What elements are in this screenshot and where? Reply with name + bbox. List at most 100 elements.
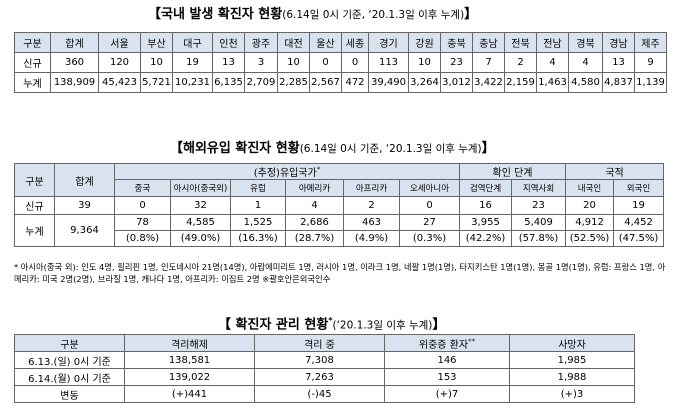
domestic-subtitle: (6.14일 0시 기준, ‘20.1.3일 이후 누계): [282, 9, 465, 21]
management-cell: 138,581: [124, 351, 255, 369]
domestic-header-cell: 부산: [140, 32, 173, 53]
domestic-cell: 2,709: [244, 72, 278, 93]
domestic-cell: 7: [472, 52, 505, 73]
overseas-new-cell: 32: [170, 196, 231, 215]
domestic-title-text: 【국내 발생 확진자 현황: [148, 7, 283, 22]
domestic-cell: 신규: [14, 52, 51, 73]
management-cell: 6.13.(일) 0시 기준: [14, 351, 125, 369]
management-cell: 6.14.(월) 0시 기준: [14, 368, 125, 386]
domestic-cell: 10: [140, 52, 173, 73]
overseas-new-cell: 20: [565, 196, 615, 215]
domestic-cell: 3,012: [440, 72, 473, 93]
overseas-new-cell: 0: [114, 196, 171, 215]
management-row-0614: 6.14.(월) 0시 기준 139,022 7,263 153 1,988: [14, 368, 635, 386]
management-header-cell: 격리해제: [124, 334, 255, 352]
overseas-cum-cell: 27: [398, 214, 461, 231]
domestic-header-cell: 제주: [634, 32, 667, 53]
overseas-header-confirm: 확인 단계: [459, 163, 567, 180]
overseas-header-origin-label: (추정)유입국가: [253, 168, 317, 179]
overseas-new-cell: 19: [613, 196, 665, 215]
management-cell: 7,263: [254, 368, 385, 386]
management-header-row: 구분 격리해제 격리 중 위중증 환자** 사망자: [14, 334, 635, 352]
domestic-title: 【국내 발생 확진자 현황(6.14일 0시 기준, ‘20.1.3일 이후 누…: [148, 7, 477, 23]
domestic-cell: 3,422: [472, 72, 505, 93]
domestic-cell: 19: [172, 52, 213, 73]
overseas-subheader-cell: 검역단계: [459, 179, 513, 197]
overseas-cum-cell: 463: [343, 214, 400, 231]
domestic-header-cell: 충북: [440, 32, 473, 53]
overseas-subtitle: (6.14일 0시 기준, ‘20.1.3일 이후 누계): [299, 143, 482, 155]
domestic-cell: 472: [341, 72, 369, 93]
management-cell: 1,988: [509, 368, 635, 386]
overseas-new-cell: 23: [511, 196, 567, 215]
overseas-cum-cell: 2,686: [285, 214, 344, 231]
domestic-cell: 120: [98, 52, 141, 73]
overseas-subheader-cell: 지역사회: [511, 179, 567, 197]
overseas-cum-cell: 5,409: [511, 214, 567, 231]
overseas-table: 구분 합계 (추정)유입국가* 확인 단계 국적 중국 아시아(중국외) 유럽 아메리…: [14, 163, 665, 247]
domestic-header-cell: 전남: [536, 32, 569, 53]
management-row-0613: 6.13.(일) 0시 기준 138,581 7,308 146 1,985: [14, 351, 635, 369]
management-header-cell: 구분: [14, 334, 125, 352]
domestic-cell: 10: [277, 52, 310, 73]
management-cell: (+)7: [384, 385, 510, 403]
domestic-table: 구분 합계 서울 부산 대구 인천 광주 대전 울산 세종 경기 강원 충북 충남 전북 전남 경북 경남 제주 신…: [14, 32, 667, 93]
management-cell: (+)441: [124, 385, 255, 403]
domestic-cell: 4,580: [568, 72, 603, 93]
domestic-header-row: 구분 합계 서울 부산 대구 인천 광주 대전 울산 세종 경기 강원 충북 충남 전북 전남 경북 경남 제주: [14, 32, 667, 53]
overseas-subheader-cell: 아프리카: [343, 179, 400, 197]
overseas-new-total: 39: [54, 196, 115, 215]
management-cell: 1,985: [509, 351, 635, 369]
domestic-header-cell: 경북: [568, 32, 603, 53]
domestic-cell: 2,567: [309, 72, 342, 93]
overseas-row-cumulative: 누계 9,364 78 4,585 1,525 2,686 463 27 3,955 5,40…: [14, 214, 665, 247]
management-header-cell: 격리 중: [254, 334, 385, 352]
overseas-subheader-cell: 오세아니아: [398, 179, 461, 197]
domestic-cell: 9: [634, 52, 667, 73]
domestic-cell: 4,837: [602, 72, 635, 93]
overseas-note: * 아시아(중국 외): 인도 4명, 필리핀 1명, 인도네시아 21명(14…: [14, 262, 666, 284]
overseas-subheader-cell: 중국: [114, 179, 171, 197]
overseas-new-cell: 2: [343, 196, 400, 215]
overseas-subheader-cell: 내국인: [565, 179, 615, 197]
domestic-cell: 3: [244, 52, 278, 73]
overseas-header-group: 구분: [14, 163, 55, 197]
domestic-cell: 10,231: [172, 72, 213, 93]
domestic-cell: 138,909: [50, 72, 99, 93]
domestic-header-cell: 합계: [50, 32, 99, 53]
domestic-cell: 13: [212, 52, 245, 73]
management-header-severe-label: 위중증 환자: [418, 339, 469, 351]
management-subtitle: (‘20.1.3일 이후 누계): [332, 319, 433, 332]
overseas-header-origin-mark: *: [316, 165, 321, 174]
overseas-pct-cell: (4.9%): [343, 230, 400, 247]
overseas-subheader-cell: 아메리카: [285, 179, 344, 197]
domestic-cell: 1,139: [634, 72, 667, 93]
management-title-mark: *: [328, 316, 333, 325]
domestic-title-close: 】: [464, 7, 478, 22]
domestic-cell: 0: [309, 52, 342, 73]
management-cell: 146: [384, 351, 510, 369]
overseas-header-nation: 국적: [565, 163, 665, 180]
domestic-cell: 3,264: [408, 72, 441, 93]
overseas-pct-cell: (42.2%): [459, 230, 513, 247]
domestic-cell: 39,490: [368, 72, 409, 93]
domestic-row-new: 신규 360 120 10 19 13 3 10 0 0 113 10 23 7 2 4 4 13 9: [14, 52, 667, 73]
overseas-new-cell: 4: [285, 196, 344, 215]
management-cell: 153: [384, 368, 510, 386]
overseas-subheader-cell: 외국인: [613, 179, 665, 197]
domestic-cell: 10: [408, 52, 441, 73]
domestic-cell: 1,463: [536, 72, 569, 93]
management-header-cell: 위중증 환자**: [384, 334, 510, 352]
domestic-header-cell: 전북: [504, 32, 537, 53]
overseas-cum-cell: 4,452: [613, 214, 665, 231]
overseas-title-text: 【해외유입 확진자 현황: [170, 141, 300, 156]
overseas-cum-cell: 4,585: [170, 214, 231, 231]
management-header-cell: 사망자: [509, 334, 635, 352]
overseas-cum-label: 누계: [14, 214, 55, 247]
overseas-pct-cell: (47.5%): [613, 230, 665, 247]
domestic-cell: 4: [568, 52, 603, 73]
domestic-header-cell: 광주: [244, 32, 278, 53]
management-cell: (+)3: [509, 385, 635, 403]
domestic-cell: 360: [50, 52, 99, 73]
management-title-close: 】: [432, 317, 446, 333]
